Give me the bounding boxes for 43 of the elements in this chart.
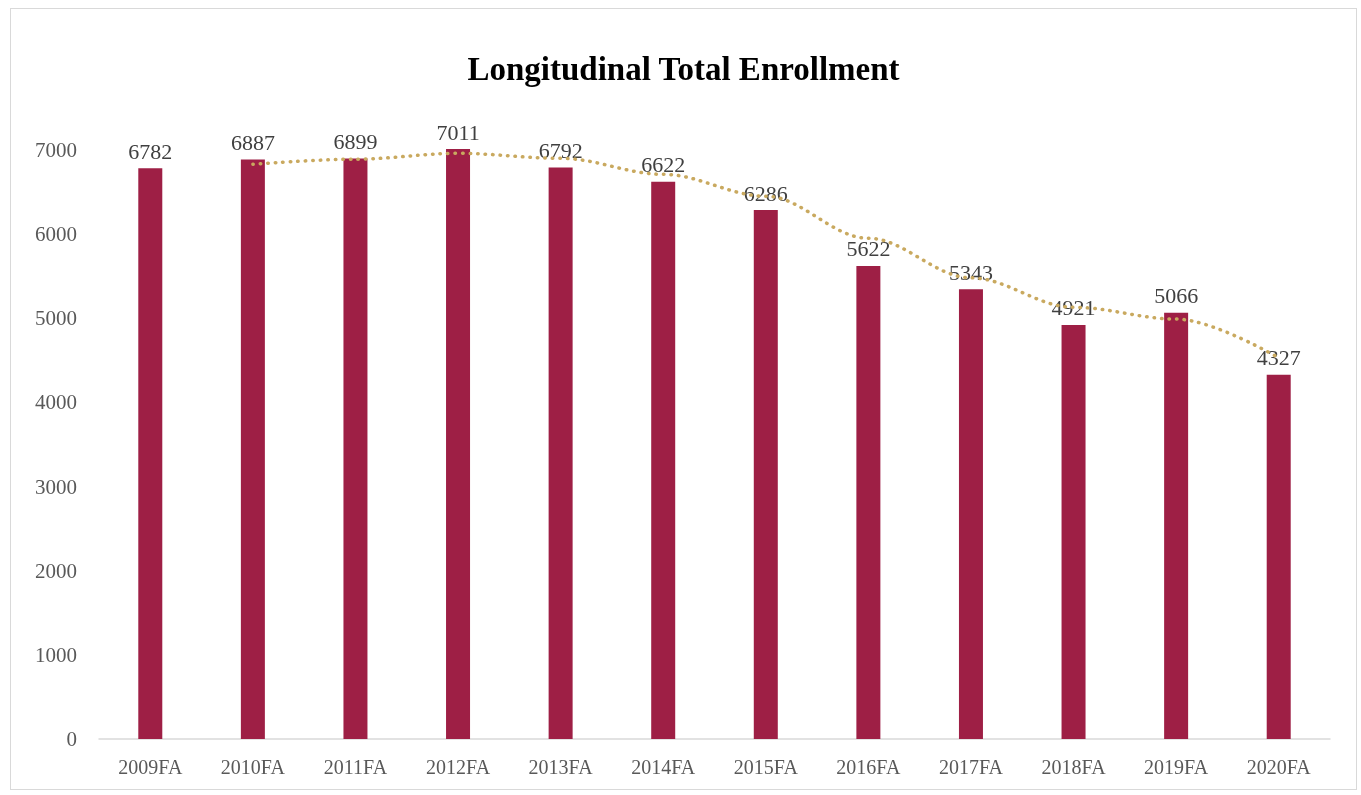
data-label: 6782	[128, 138, 173, 164]
x-tick-label: 2018FA	[1041, 756, 1107, 778]
data-label: 7011	[436, 119, 480, 145]
x-tick-label: 2012FA	[425, 756, 491, 778]
bar	[138, 168, 163, 739]
y-tick-label: 1000	[35, 642, 77, 667]
data-label: 4327	[1256, 345, 1301, 371]
x-tick-label: 2010FA	[220, 756, 286, 778]
bar	[343, 158, 368, 739]
data-label: 5622	[846, 236, 891, 262]
bar	[1061, 324, 1086, 739]
bar	[240, 159, 265, 739]
y-tick-label: 7000	[35, 137, 77, 162]
x-tick-label: 2011FA	[323, 756, 388, 778]
bar	[446, 149, 471, 739]
data-label: 6622	[641, 152, 686, 178]
data-label: 6286	[743, 180, 788, 206]
x-tick-label: 2020FA	[1246, 756, 1312, 778]
bar	[958, 289, 983, 739]
bar	[1164, 312, 1189, 739]
bar	[1266, 374, 1291, 739]
x-tick-label: 2015FA	[733, 756, 799, 778]
y-tick-label: 4000	[35, 390, 77, 415]
y-tick-label: 2000	[35, 558, 77, 583]
bar	[856, 265, 881, 739]
chart-title: Longitudinal Total Enrollment	[467, 50, 900, 87]
y-tick-label: 5000	[35, 306, 77, 331]
data-label: 6792	[538, 137, 583, 163]
x-tick-label: 2019FA	[1144, 756, 1209, 778]
y-tick-label: 6000	[35, 222, 77, 247]
x-tick-label: 2016FA	[836, 756, 901, 778]
y-tick-label: 3000	[35, 474, 77, 499]
x-tick-label: 2017FA	[938, 756, 1004, 778]
bar	[753, 210, 778, 739]
data-label: 6899	[333, 128, 378, 154]
data-label: 5066	[1154, 283, 1199, 309]
bar	[651, 181, 676, 739]
x-tick-label: 2014FA	[631, 756, 696, 778]
data-label: 6887	[230, 129, 275, 155]
x-tick-label: 2009FA	[118, 756, 183, 778]
y-tick-label: 0	[66, 727, 77, 751]
bar	[548, 167, 573, 739]
x-tick-label: 2013FA	[528, 756, 594, 778]
